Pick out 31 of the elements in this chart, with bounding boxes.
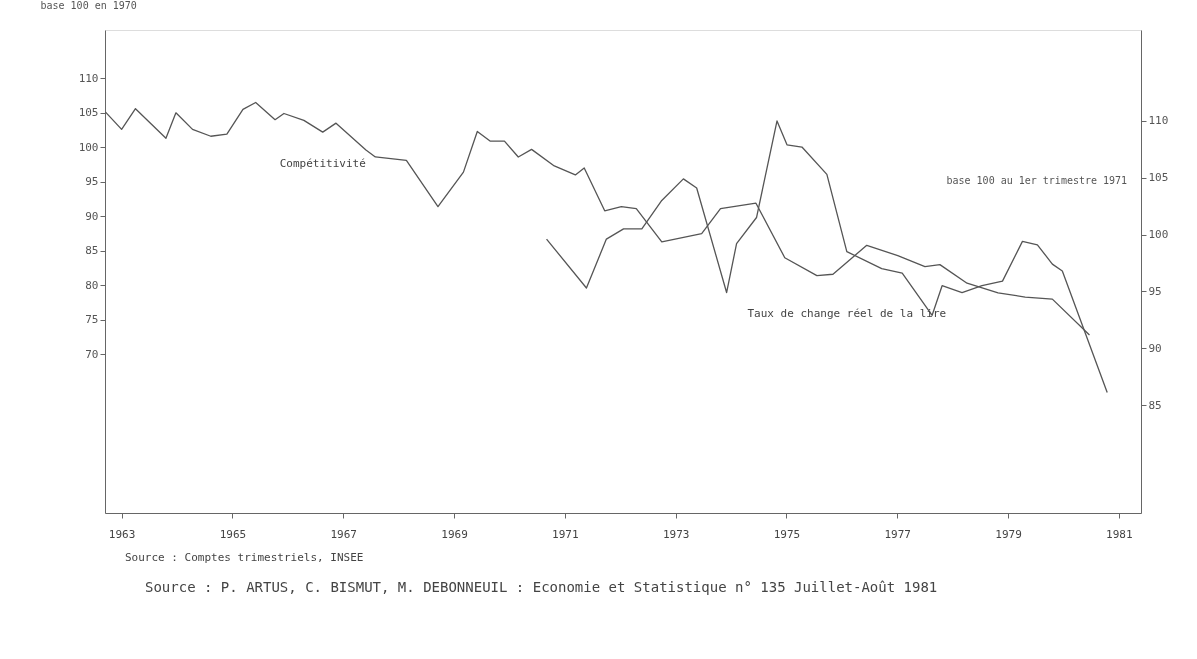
y-tick-label: 85 <box>85 244 99 258</box>
x-tick-label: 1963 <box>108 527 136 541</box>
y-tick-label: 105 <box>78 106 99 120</box>
y-tick-label: 75 <box>85 313 99 327</box>
y-tick-label: 95 <box>85 175 99 189</box>
y2-tick-label: 100 <box>1148 228 1169 242</box>
y-axis-title: base 100 en 1970 <box>40 0 137 11</box>
y-tick-label: 80 <box>85 278 99 292</box>
x-tick-label: 1981 <box>1106 527 1133 541</box>
y2-tick-label: 105 <box>1148 171 1169 185</box>
x-tick-label: 1979 <box>995 527 1022 541</box>
x-tick-label: 1967 <box>330 527 357 541</box>
y-tick-label: 90 <box>85 209 99 223</box>
y-tick-label: 110 <box>78 71 99 85</box>
y2-tick-label: 90 <box>1148 341 1162 355</box>
series-label: Taux de change réel de la lire <box>747 306 947 320</box>
x-tick-label: 1977 <box>884 527 911 541</box>
y2-axis-title: base 100 au 1er trimestre 1971 <box>946 174 1128 186</box>
source-note: Source : Comptes trimestriels, INSEE <box>125 551 364 564</box>
source-note: Source : P. ARTUS, C. BISMUT, M. DEBONNEUIL : Economie et Statistique n° 135 Juillet-Août 1981 <box>145 579 938 595</box>
x-tick-label: 1969 <box>441 527 468 541</box>
x-tick-label: 1973 <box>662 527 690 541</box>
y2-tick-label: 85 <box>1148 398 1162 412</box>
x-tick-label: 1965 <box>219 527 247 541</box>
y-tick-label: 100 <box>78 140 99 154</box>
x-tick-label: 1971 <box>552 527 579 541</box>
y2-tick-label: 110 <box>1148 114 1169 128</box>
y2-tick-label: 95 <box>1148 284 1162 298</box>
series-label: Compétitivité <box>279 157 366 171</box>
x-tick-label: 1975 <box>773 527 801 541</box>
y-tick-label: 70 <box>85 347 99 361</box>
